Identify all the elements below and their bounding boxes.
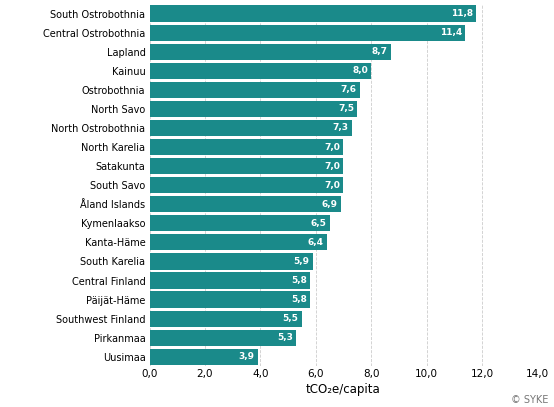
Bar — [150, 6, 476, 22]
Text: 6,9: 6,9 — [321, 200, 337, 209]
Text: 3,9: 3,9 — [238, 352, 254, 361]
Text: 6,4: 6,4 — [307, 238, 324, 247]
Bar — [150, 215, 330, 232]
Bar — [150, 24, 465, 41]
Bar — [150, 349, 258, 365]
Bar — [150, 63, 371, 79]
Bar — [150, 330, 296, 346]
Bar — [150, 177, 343, 193]
Text: 5,5: 5,5 — [283, 314, 299, 323]
Bar — [150, 234, 327, 250]
Text: 5,8: 5,8 — [291, 276, 307, 285]
Bar — [150, 139, 343, 155]
Text: 8,0: 8,0 — [352, 66, 368, 75]
Bar — [150, 272, 310, 289]
Bar — [150, 253, 313, 269]
Bar — [150, 196, 341, 212]
Text: 5,8: 5,8 — [291, 295, 307, 304]
Bar — [150, 101, 357, 117]
Text: 7,0: 7,0 — [324, 181, 340, 190]
Text: 7,3: 7,3 — [332, 123, 348, 133]
Text: 11,8: 11,8 — [451, 9, 473, 18]
Text: 5,3: 5,3 — [277, 333, 293, 342]
Bar — [150, 44, 391, 60]
Text: 5,9: 5,9 — [294, 257, 310, 266]
Bar — [150, 82, 360, 98]
Bar — [150, 158, 343, 174]
Text: 7,0: 7,0 — [324, 142, 340, 151]
Text: 7,5: 7,5 — [338, 105, 354, 114]
Text: © SYKE: © SYKE — [511, 395, 548, 405]
Text: 7,0: 7,0 — [324, 162, 340, 171]
Bar — [150, 291, 310, 308]
Text: 11,4: 11,4 — [440, 28, 462, 37]
Bar — [150, 311, 302, 327]
Bar — [150, 120, 352, 136]
Text: 8,7: 8,7 — [371, 47, 387, 56]
X-axis label: tCO₂e/capita: tCO₂e/capita — [306, 383, 381, 396]
Text: 7,6: 7,6 — [341, 85, 357, 94]
Text: 6,5: 6,5 — [310, 219, 326, 228]
